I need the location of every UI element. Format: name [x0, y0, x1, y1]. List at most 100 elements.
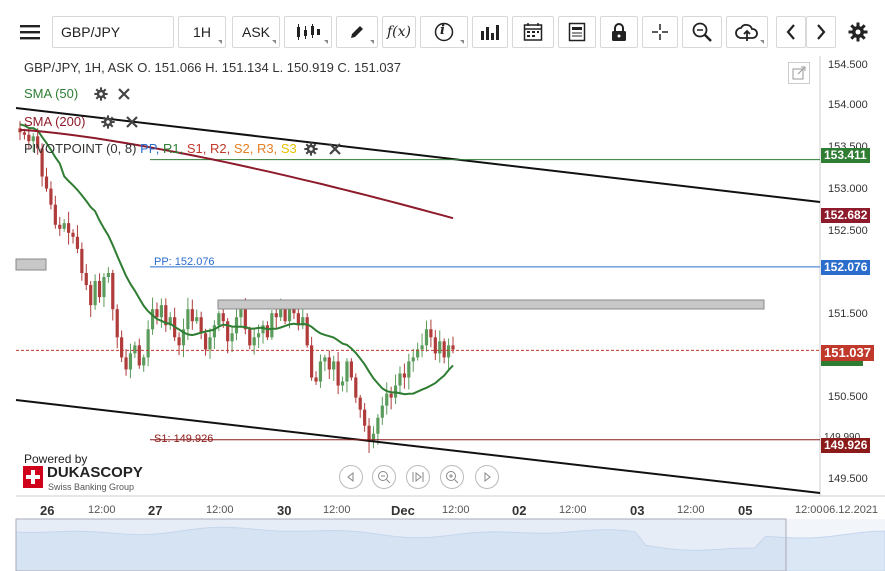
- current-price-tag: 151.037: [821, 345, 874, 361]
- candle-body: [164, 305, 168, 326]
- cloud-button[interactable]: [726, 16, 768, 48]
- calendar-icon: [523, 23, 543, 41]
- menu-button[interactable]: [12, 16, 48, 48]
- candle-body: [261, 325, 265, 334]
- candle-body: [252, 337, 256, 346]
- timeframe-label: 1H: [193, 24, 211, 40]
- candle-body: [124, 357, 128, 370]
- candle-body: [367, 425, 371, 442]
- candle-body: [420, 345, 424, 350]
- candle-body: [62, 223, 66, 229]
- y-tick: 152.500: [828, 225, 868, 237]
- candle-body: [416, 349, 420, 358]
- candle-body: [239, 309, 243, 318]
- zoom-button[interactable]: [682, 16, 722, 48]
- sma50-line: [19, 123, 454, 396]
- side-selector[interactable]: ASK: [232, 16, 280, 48]
- info-button[interactable]: i: [420, 16, 468, 48]
- nav-prev-button[interactable]: [339, 465, 363, 489]
- x-tick: 12:00: [677, 504, 705, 516]
- candle-body: [287, 309, 292, 322]
- navigator-window[interactable]: [15, 518, 787, 571]
- candlestick-icon: [297, 24, 320, 40]
- zoom-out-button[interactable]: [372, 465, 396, 489]
- candle-body: [208, 337, 212, 350]
- candle-body: [429, 329, 433, 338]
- crosshair-button[interactable]: [642, 16, 678, 48]
- pp-price-tag: 152.076: [821, 260, 871, 275]
- pivot-s1-label: S1,: [186, 141, 207, 156]
- y-tick: 154.000: [828, 99, 868, 111]
- candle-body: [310, 345, 314, 378]
- nav-next-button[interactable]: [475, 465, 499, 489]
- timeframe-selector[interactable]: 1H: [178, 16, 226, 48]
- sma200-label: SMA (200): [24, 114, 86, 129]
- x-tick: 27: [148, 503, 163, 518]
- fullscreen-button[interactable]: [788, 62, 810, 84]
- candle-body: [358, 397, 362, 410]
- draw-button[interactable]: [336, 16, 378, 48]
- candle-body: [44, 176, 49, 189]
- sma200-legend: SMA (200): [24, 114, 139, 132]
- expand-icon: [792, 66, 806, 80]
- pivot-remove-button[interactable]: [328, 142, 342, 159]
- resistance-zone: [217, 299, 765, 310]
- candle-body: [354, 377, 358, 398]
- zoom-in-button[interactable]: [440, 465, 464, 489]
- candle-body: [75, 236, 80, 249]
- candle-body: [283, 309, 287, 322]
- x-tick: 12:00: [206, 504, 234, 516]
- sma200-line: [19, 128, 454, 220]
- candle-body: [274, 313, 278, 318]
- calendar-button[interactable]: [512, 16, 554, 48]
- candle-body: [203, 333, 208, 350]
- pivot-settings-button[interactable]: [304, 142, 319, 159]
- indicators-button[interactable]: f(x): [382, 16, 416, 48]
- pivot-r2-label: R2,: [209, 141, 231, 156]
- scroll-right-button[interactable]: [806, 16, 836, 48]
- candle-body: [301, 317, 305, 326]
- candle-body: [234, 317, 239, 334]
- candle-body: [40, 148, 44, 177]
- candle-body: [424, 329, 429, 346]
- y-tick: 151.500: [828, 308, 868, 320]
- chart-type-button[interactable]: [284, 16, 332, 48]
- x-tick: 26: [40, 503, 55, 518]
- sma200-remove-button[interactable]: [125, 115, 139, 132]
- candle-body: [411, 357, 415, 362]
- y-tick: 150.500: [828, 391, 868, 403]
- candle-body: [402, 373, 406, 378]
- reset-view-button[interactable]: [406, 465, 430, 489]
- candle-body: [49, 188, 53, 205]
- pivot-r3-label: R3,: [256, 141, 278, 156]
- symbol-label: GBP/JPY: [61, 24, 121, 40]
- info-glyph: i: [440, 23, 445, 38]
- x-tick: 12:00: [88, 504, 116, 516]
- settings-button[interactable]: [844, 16, 872, 48]
- scroll-left-button[interactable]: [776, 16, 806, 48]
- candle-body: [142, 357, 146, 366]
- sma50-settings-button[interactable]: [94, 87, 108, 104]
- candle-body: [332, 361, 336, 370]
- candle-body: [177, 337, 181, 346]
- s1-line-label: S1: 149.926: [154, 433, 214, 445]
- sma200-settings-button[interactable]: [101, 115, 115, 132]
- candle-body: [36, 136, 40, 149]
- candle-body: [111, 273, 115, 310]
- candle-body: [226, 321, 230, 342]
- candle-body: [159, 305, 163, 318]
- zoom-in-icon: [446, 471, 459, 484]
- news-button[interactable]: [558, 16, 596, 48]
- volume-button[interactable]: [472, 16, 508, 48]
- candle-body: [398, 373, 402, 386]
- sma50-remove-button[interactable]: [117, 87, 131, 104]
- pivot-pp-label: PP,: [140, 141, 160, 156]
- symbol-selector[interactable]: GBP/JPY: [52, 16, 174, 48]
- candle-body: [349, 361, 353, 378]
- lock-button[interactable]: [600, 16, 638, 48]
- sma50-price-tag: 153.411: [821, 148, 870, 163]
- pivot-s2-label: S2,: [233, 141, 254, 156]
- powered-by-label: Powered by: [24, 452, 88, 466]
- candle-body: [336, 361, 340, 386]
